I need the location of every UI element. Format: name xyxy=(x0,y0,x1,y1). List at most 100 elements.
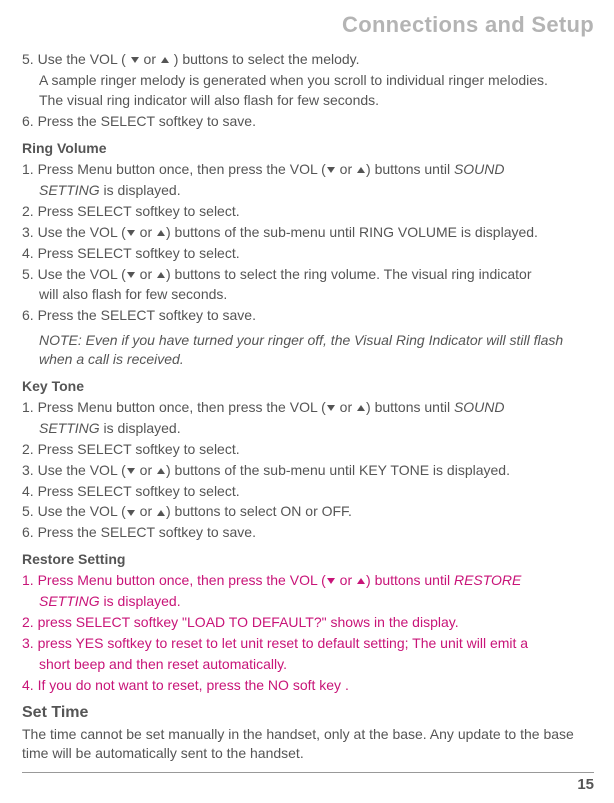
arrow-up-icon xyxy=(157,272,165,278)
step-text: or xyxy=(144,51,160,67)
step-italic: SOUND xyxy=(454,161,505,177)
arrow-up-icon xyxy=(157,510,165,516)
step-text: Press SELECT softkey to select. xyxy=(38,203,240,219)
step-number: 2. xyxy=(22,203,34,219)
step: 3. Use the VOL ( or ) buttons of the sub… xyxy=(22,223,594,242)
step-number: 5. xyxy=(22,503,34,519)
step-text: or xyxy=(136,266,156,282)
arrow-up-icon xyxy=(157,230,165,236)
step-number: 5. xyxy=(22,266,34,282)
step-text: or xyxy=(136,503,156,519)
step-text: press SELECT softkey "LOAD TO DEFAULT?" … xyxy=(38,614,459,630)
key-tone-title: Key Tone xyxy=(22,377,594,396)
step: 4. Press SELECT softkey to select. xyxy=(22,244,594,263)
step-number: 6. xyxy=(22,307,34,323)
step: 2. Press SELECT softkey to select. xyxy=(22,202,594,221)
step: 4. Press SELECT softkey to select. xyxy=(22,482,594,501)
step-text: Use the VOL ( xyxy=(38,224,126,240)
step-text: is displayed. xyxy=(100,420,181,436)
arrow-down-icon xyxy=(127,230,135,236)
step-number: 4. xyxy=(22,483,34,499)
step-number: 4. xyxy=(22,245,34,261)
step: 6. Press the SELECT softkey to save. xyxy=(22,523,594,542)
ring-volume-title: Ring Volume xyxy=(22,139,594,158)
step-text: or xyxy=(336,572,356,588)
step-number: 2. xyxy=(22,441,34,457)
step: 5. Use the VOL ( or ) buttons to select … xyxy=(22,265,594,284)
step: 3. press YES softkey to reset to let uni… xyxy=(22,634,594,653)
step-number: 5. xyxy=(22,51,34,67)
arrow-down-icon xyxy=(127,468,135,474)
step-number: 1. xyxy=(22,161,34,177)
step-italic: RESTORE xyxy=(454,572,521,588)
set-time-body: The time cannot be set manually in the h… xyxy=(22,725,594,763)
page-number: 15 xyxy=(577,776,594,793)
step-italic: SETTING xyxy=(39,420,100,436)
step-text: ) buttons until xyxy=(366,399,454,415)
step-text: Press the SELECT softkey to save. xyxy=(38,307,256,323)
step-text: is displayed. xyxy=(100,182,181,198)
step-text: If you do not want to reset, press the N… xyxy=(38,677,349,693)
step-number: 6. xyxy=(22,524,34,540)
step-continuation: SETTING is displayed. xyxy=(22,592,594,611)
arrow-down-icon xyxy=(327,405,335,411)
step-text: Use the VOL ( xyxy=(38,266,126,282)
arrow-up-icon xyxy=(357,167,365,173)
arrow-up-icon xyxy=(161,57,169,63)
step: 3. Use the VOL ( or ) buttons of the sub… xyxy=(22,461,594,480)
step-text: Press Menu button once, then press the V… xyxy=(38,161,326,177)
page-footer: 15 xyxy=(22,772,594,795)
arrow-up-icon xyxy=(357,578,365,584)
step-text: ) buttons of the sub-menu until KEY TONE… xyxy=(166,462,510,478)
step-continuation: SETTING is displayed. xyxy=(22,181,594,200)
step-text: ) buttons until xyxy=(366,161,454,177)
arrow-down-icon xyxy=(131,57,139,63)
step-italic: SETTING xyxy=(39,182,100,198)
step-continuation: The visual ring indicator will also flas… xyxy=(22,91,594,110)
step-6: 6. Press the SELECT softkey to save. xyxy=(22,112,594,131)
step-number: 1. xyxy=(22,399,34,415)
arrow-down-icon xyxy=(127,272,135,278)
ring-volume-steps: 1. Press Menu button once, then press th… xyxy=(22,160,594,369)
restore-steps: 1. Press Menu button once, then press th… xyxy=(22,571,594,694)
step: 2. press SELECT softkey "LOAD TO DEFAULT… xyxy=(22,613,594,632)
step-number: 3. xyxy=(22,462,34,478)
step: 1. Press Menu button once, then press th… xyxy=(22,160,594,179)
note: NOTE: Even if you have turned your ringe… xyxy=(22,331,594,369)
step-text: Press SELECT softkey to select. xyxy=(38,441,240,457)
step-continuation: will also flash for few seconds. xyxy=(22,285,594,304)
step: 2. Press SELECT softkey to select. xyxy=(22,440,594,459)
key-tone-steps: 1. Press Menu button once, then press th… xyxy=(22,398,594,542)
arrow-down-icon xyxy=(327,167,335,173)
step-italic: SOUND xyxy=(454,399,505,415)
step-text: Press Menu button once, then press the V… xyxy=(38,399,326,415)
intro-steps: 5. Use the VOL ( or ) buttons to select … xyxy=(22,50,594,132)
arrow-down-icon xyxy=(127,510,135,516)
step-number: 2. xyxy=(22,614,34,630)
step-number: 4. xyxy=(22,677,34,693)
step-continuation: SETTING is displayed. xyxy=(22,419,594,438)
step-text: ) buttons to select the melody. xyxy=(174,51,360,67)
step-italic: SETTING xyxy=(39,593,100,609)
arrow-down-icon xyxy=(327,578,335,584)
step-text: Press Menu button once, then press the V… xyxy=(38,572,326,588)
arrow-up-icon xyxy=(157,468,165,474)
step-text: or xyxy=(136,462,156,478)
step-number: 3. xyxy=(22,224,34,240)
step-5: 5. Use the VOL ( or ) buttons to select … xyxy=(22,50,594,69)
step-text: Use the VOL ( xyxy=(38,503,126,519)
chapter-title: Connections and Setup xyxy=(22,10,594,40)
step-number: 1. xyxy=(22,572,34,588)
restore-title: Restore Setting xyxy=(22,550,594,569)
step-continuation: short beep and then reset automatically. xyxy=(22,655,594,674)
step: 1. Press Menu button once, then press th… xyxy=(22,571,594,590)
step-text: press YES softkey to reset to let unit r… xyxy=(38,635,529,651)
step-text: Press SELECT softkey to select. xyxy=(38,483,240,499)
step-text: Use the VOL ( xyxy=(38,51,126,67)
step-text: or xyxy=(136,224,156,240)
step-text: Use the VOL ( xyxy=(38,462,126,478)
step-text: is displayed. xyxy=(100,593,181,609)
step-text: Press the SELECT softkey to save. xyxy=(38,524,256,540)
step-continuation: A sample ringer melody is generated when… xyxy=(22,71,594,90)
step-text: Press the SELECT softkey to save. xyxy=(38,113,256,129)
